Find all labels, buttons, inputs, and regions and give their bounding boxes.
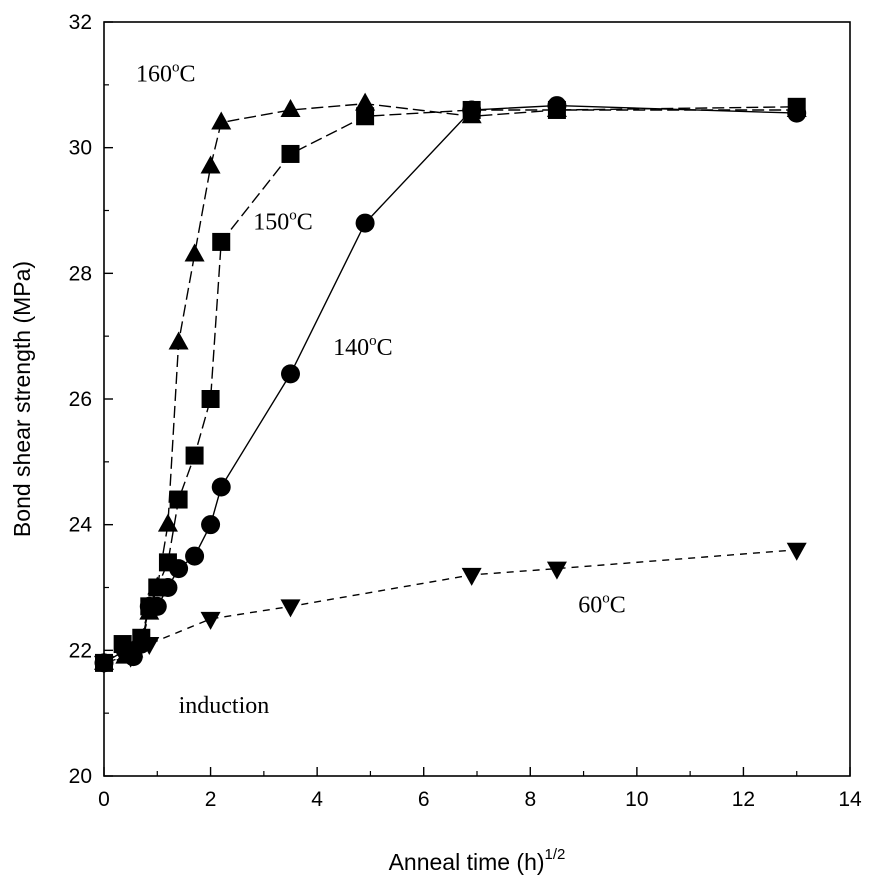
y-tick-labels: 20 22 24 26 28 30 32 [69, 11, 93, 788]
data-point-60c [280, 599, 301, 618]
series-lines [103, 102, 797, 664]
x-axis-title: Anneal time (h)1/2 [389, 846, 566, 875]
data-point-150c [201, 390, 220, 408]
series-line-60c [103, 549, 797, 664]
data-point-140c [787, 103, 807, 123]
data-point-140c [158, 578, 178, 597]
data-point-150c [281, 144, 300, 163]
series-line-140c [103, 104, 797, 664]
data-point-140c [211, 477, 231, 497]
x-tick-label: 10 [625, 788, 648, 811]
data-point-160c [157, 513, 178, 532]
x-tick-labels: 0 2 4 6 8 10 12 14 [98, 788, 862, 811]
data-point-150c [169, 490, 188, 509]
data-point-140c [147, 596, 167, 616]
data-point-160c [184, 243, 205, 262]
data-point-140c [201, 515, 221, 535]
x-tick-label: 4 [311, 788, 323, 811]
x-tick-label: 12 [732, 788, 755, 811]
x-tick-label: 0 [98, 788, 110, 811]
y-tick-label: 20 [69, 765, 92, 788]
annotation-label: 150oC [253, 207, 313, 235]
data-point-60c [200, 611, 221, 630]
data-point-140c [185, 546, 205, 566]
y-tick-label: 32 [69, 11, 92, 34]
data-point-60c [786, 542, 807, 561]
data-point-140c [281, 364, 300, 384]
data-point-160c [211, 111, 232, 130]
data-point-160c [280, 98, 301, 117]
y-tick-label: 28 [69, 262, 92, 285]
x-tick-label: 2 [205, 788, 217, 811]
data-point-140c [355, 213, 375, 233]
data-point-60c [139, 637, 160, 656]
data-point-60c [461, 567, 482, 586]
series-line-160c [103, 102, 797, 664]
data-point-150c [212, 232, 231, 251]
data-point-150c [356, 107, 375, 126]
y-tick-label: 30 [69, 137, 92, 160]
data-point-60c [546, 561, 567, 580]
y-tick-label: 22 [69, 639, 92, 662]
axis-ticks [103, 21, 851, 777]
chart-annotations: 160oC 150oC 140oC 60oC induction [136, 60, 626, 719]
annotation-label: 160oC [136, 60, 196, 88]
annotation-label: 140oC [333, 333, 393, 361]
series-line-150c [103, 106, 797, 664]
data-point-60c [94, 655, 114, 674]
y-tick-label: 26 [69, 388, 92, 411]
data-point-160c [355, 92, 376, 111]
x-tick-label: 14 [838, 788, 862, 811]
data-point-160c [168, 331, 189, 350]
annotation-label: 60oC [578, 591, 626, 619]
annotation-label: induction [179, 693, 270, 719]
x-tick-label: 8 [524, 788, 536, 811]
data-point-150c [185, 446, 204, 465]
data-point-140c [547, 96, 567, 116]
data-point-140c [462, 100, 482, 120]
y-axis-title: Bond shear strength (MPa) [9, 261, 35, 537]
data-point-160c [200, 155, 221, 174]
data-point-140c [169, 559, 189, 579]
data-point-60c [120, 649, 141, 668]
x-tick-label: 6 [418, 788, 430, 811]
y-tick-label: 24 [69, 514, 93, 537]
series-markers [94, 92, 807, 674]
